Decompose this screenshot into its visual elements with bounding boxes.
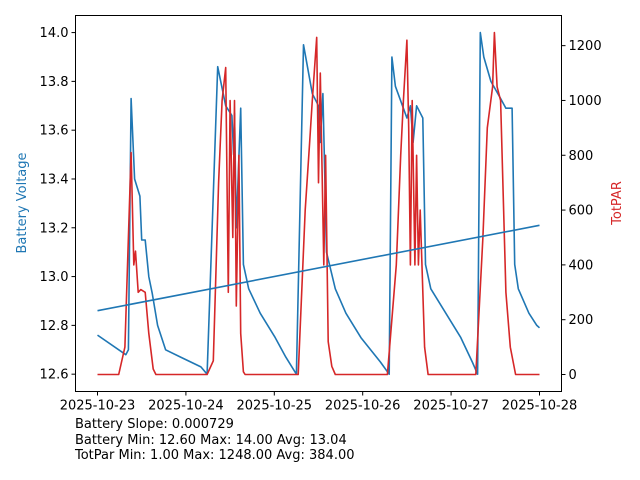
x-tick-label: 2025-10-23 <box>60 399 136 414</box>
stats-text: Battery Slope: 0.000729 Battery Min: 12.… <box>75 417 355 464</box>
battery-stats-text: Battery Min: 12.60 Max: 14.00 Avg: 13.04 <box>75 432 347 448</box>
right-tick-label: 600 <box>569 204 594 219</box>
left-tick-label: 12.6 <box>40 368 69 383</box>
right-tick-label: 1200 <box>569 39 602 54</box>
right-axis-label: TotPAR <box>610 181 625 226</box>
x-tick-label: 2025-10-26 <box>325 399 401 414</box>
x-tick-label: 2025-10-24 <box>148 399 224 414</box>
x-tick-label: 2025-10-27 <box>413 399 489 414</box>
left-tick-label: 12.8 <box>40 319 69 334</box>
x-tick-label: 2025-10-25 <box>237 399 313 414</box>
series-line-battery-voltage <box>97 31 541 376</box>
left-tick-label: 14.0 <box>40 26 69 41</box>
left-axis-label: Battery Voltage <box>15 152 30 253</box>
series-line-battery-trend <box>97 224 540 312</box>
left-tick-label: 13.4 <box>40 172 69 187</box>
totpar-stats-text: TotPar Min: 1.00 Max: 1248.00 Avg: 384.0… <box>75 448 355 463</box>
plot-frame <box>75 15 562 392</box>
x-tick-label: 2025-10-28 <box>502 399 578 414</box>
left-tick-label: 13.6 <box>40 124 69 139</box>
right-tick-label: 400 <box>569 258 594 273</box>
right-tick-label: 800 <box>569 149 594 164</box>
left-tick-label: 13.2 <box>40 221 69 236</box>
left-tick-label: 13.0 <box>40 270 69 285</box>
right-tick-label: 200 <box>569 313 594 328</box>
right-tick-label: 1000 <box>569 94 602 109</box>
right-tick-label: 0 <box>569 368 577 383</box>
left-tick-label: 13.8 <box>40 75 69 90</box>
battery-slope-text: Battery Slope: 0.000729 <box>75 417 234 432</box>
series-line-totpar <box>97 31 540 376</box>
